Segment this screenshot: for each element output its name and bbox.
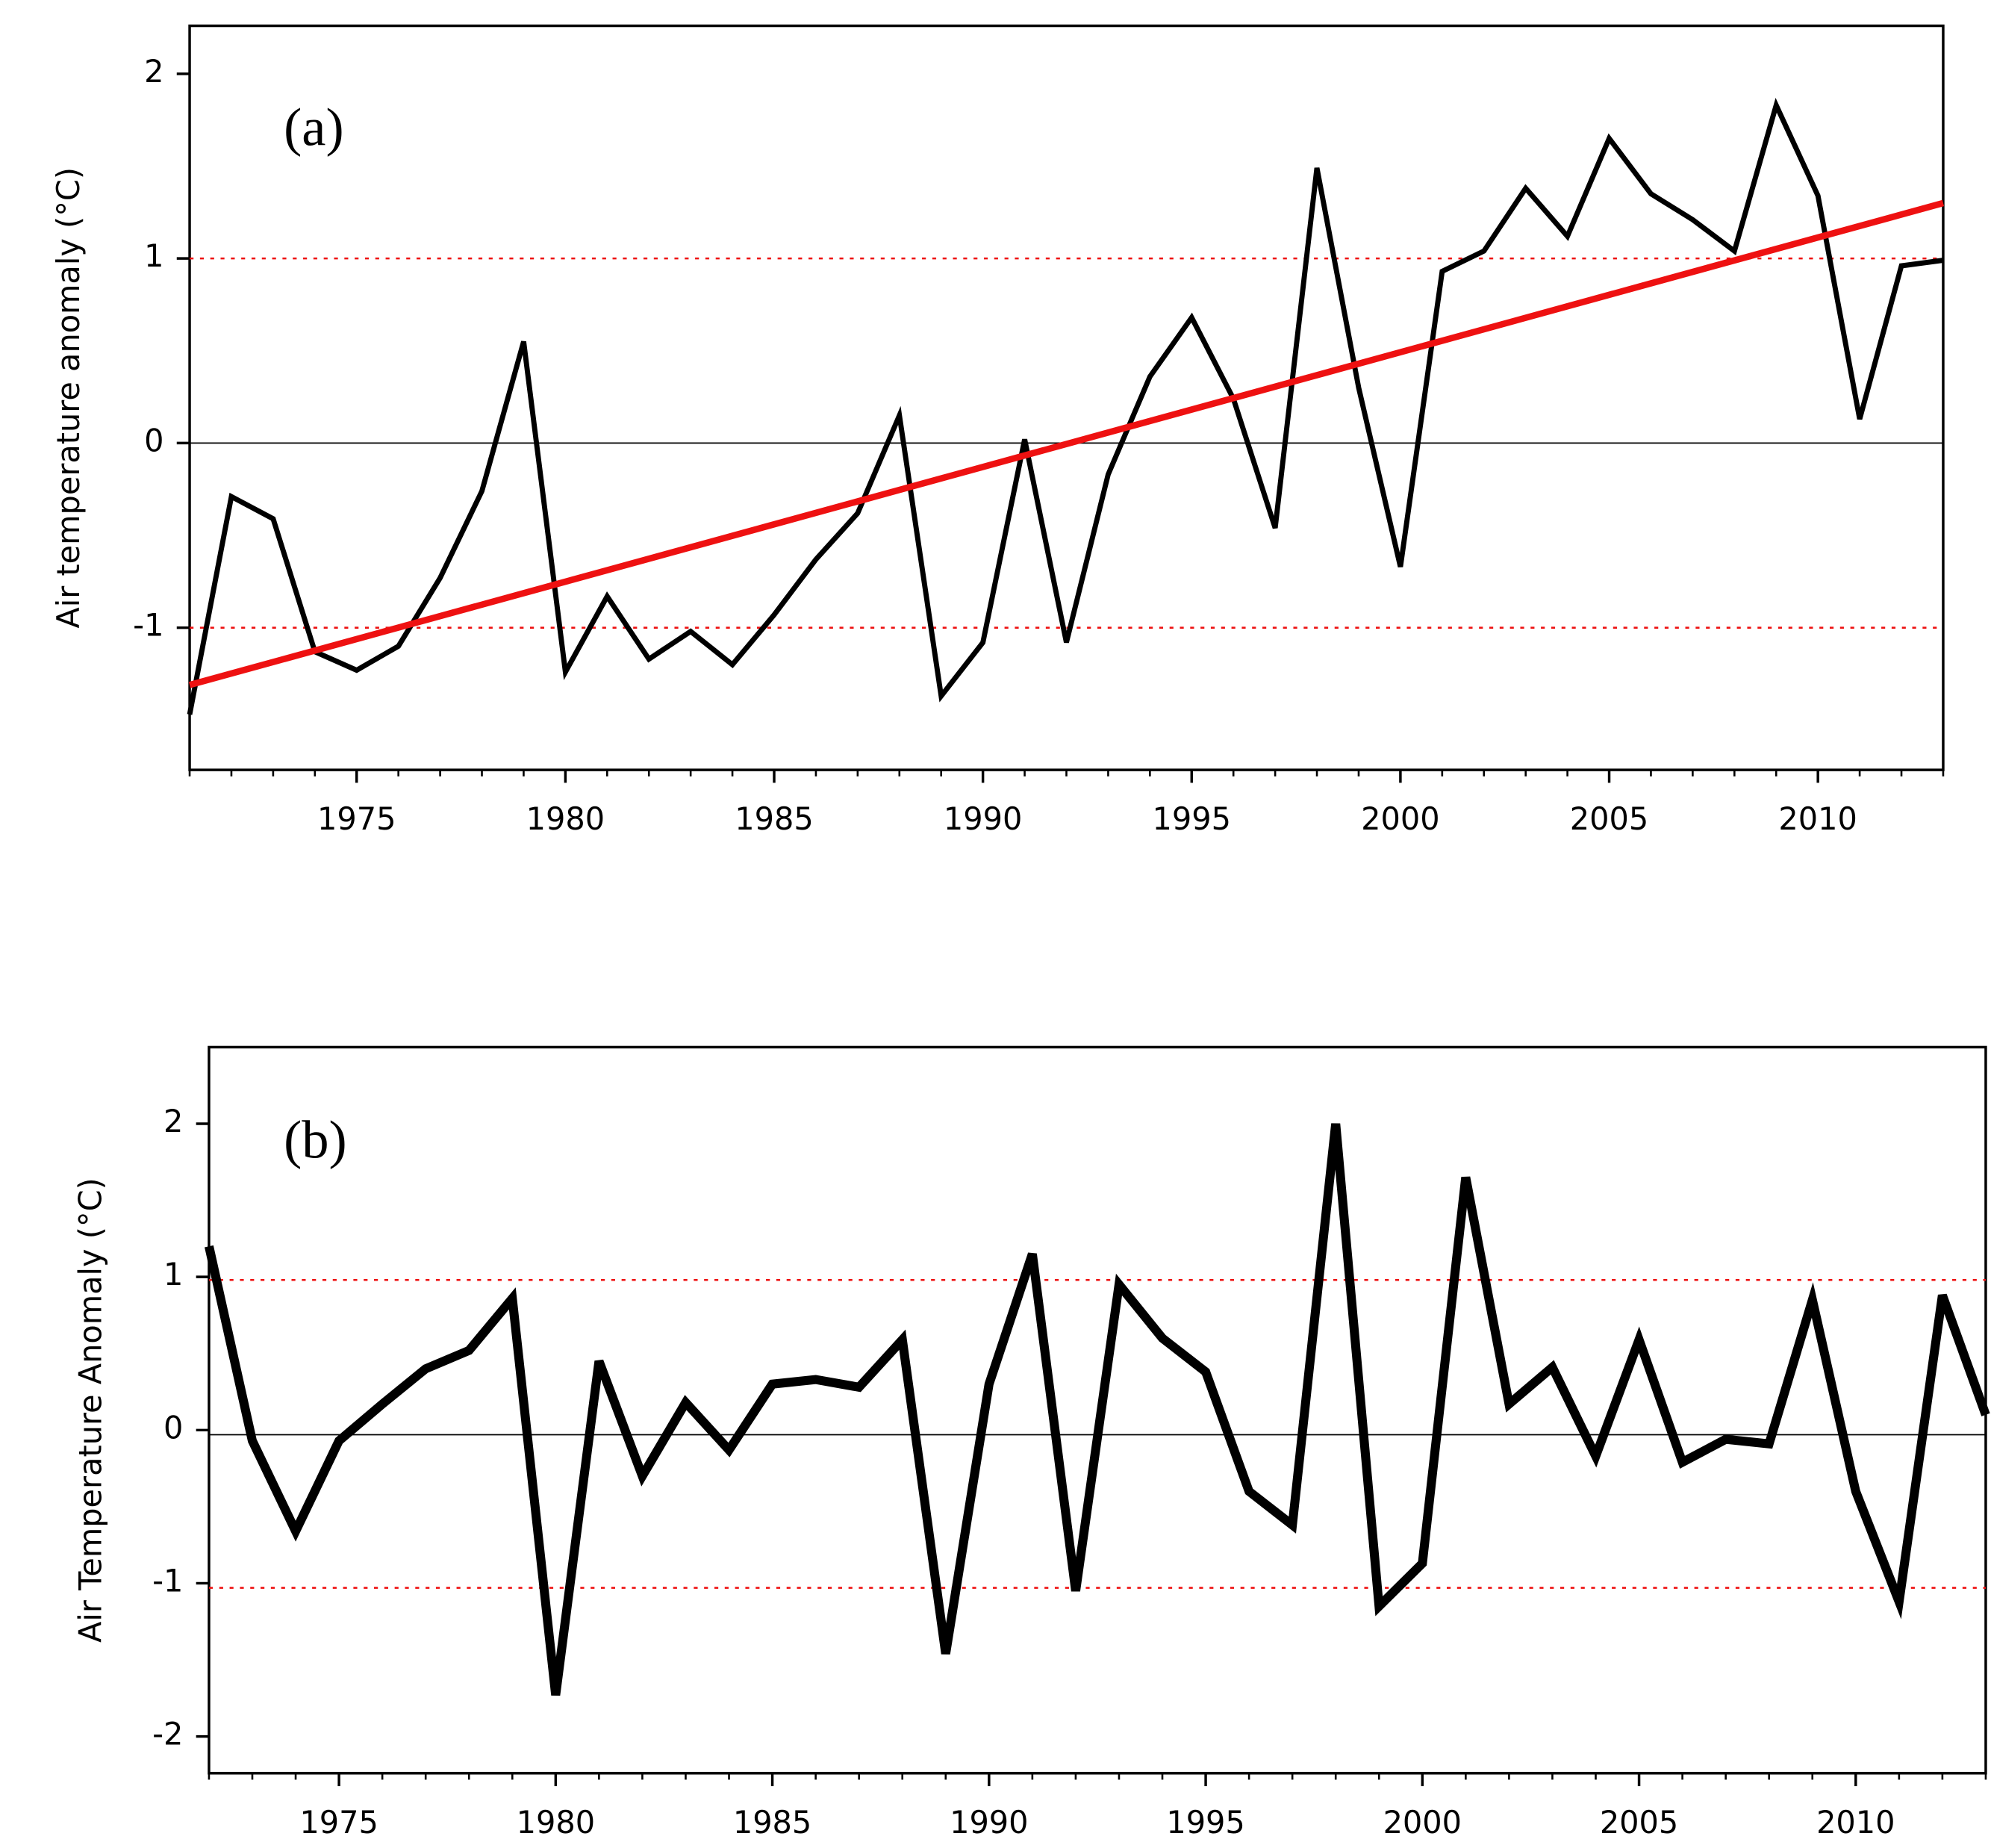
panel-label: (a) (284, 97, 344, 158)
y-tick-label: -1 (133, 608, 163, 644)
y-tick-label: 2 (163, 1104, 183, 1139)
y-axis-label: Air temperature anomaly (°C) (51, 167, 87, 629)
x-tick-label: 1995 (1153, 801, 1231, 837)
x-tick-label: 1985 (735, 801, 813, 837)
y-tick-label: 1 (163, 1257, 183, 1292)
x-tick-label: 1990 (944, 801, 1022, 837)
x-tick-label: 2000 (1383, 1805, 1462, 1841)
x-tick-label: 1980 (526, 801, 605, 837)
x-tick-label: 2005 (1600, 1805, 1678, 1841)
x-tick-label: 1985 (733, 1805, 811, 1841)
x-tick-label: 1995 (1166, 1805, 1244, 1841)
x-tick-label: 2010 (1778, 801, 1857, 837)
x-tick-label: 2000 (1361, 801, 1439, 837)
y-axis-label: Air Temperature Anomaly (°C) (72, 1177, 108, 1643)
y-tick-label: 0 (163, 1410, 183, 1446)
y-tick-label: 1 (144, 238, 163, 274)
x-tick-label: 1990 (950, 1805, 1028, 1841)
x-tick-label: 2005 (1570, 801, 1648, 837)
x-tick-label: 1975 (317, 801, 396, 837)
x-tick-label: 2010 (1816, 1805, 1895, 1841)
x-tick-label: 1980 (517, 1805, 595, 1841)
data-line (187, 97, 1944, 715)
data-line (188, 199, 1945, 688)
panel-label: (b) (284, 1109, 347, 1169)
x-tick-label: 1975 (299, 1805, 378, 1841)
y-tick-label: -1 (152, 1563, 183, 1599)
data-line (205, 1123, 1990, 1696)
plot-frame (188, 24, 1945, 771)
y-tick-label: 0 (144, 423, 163, 458)
y-tick-label: 2 (144, 54, 163, 90)
y-tick-label: -2 (152, 1717, 183, 1752)
